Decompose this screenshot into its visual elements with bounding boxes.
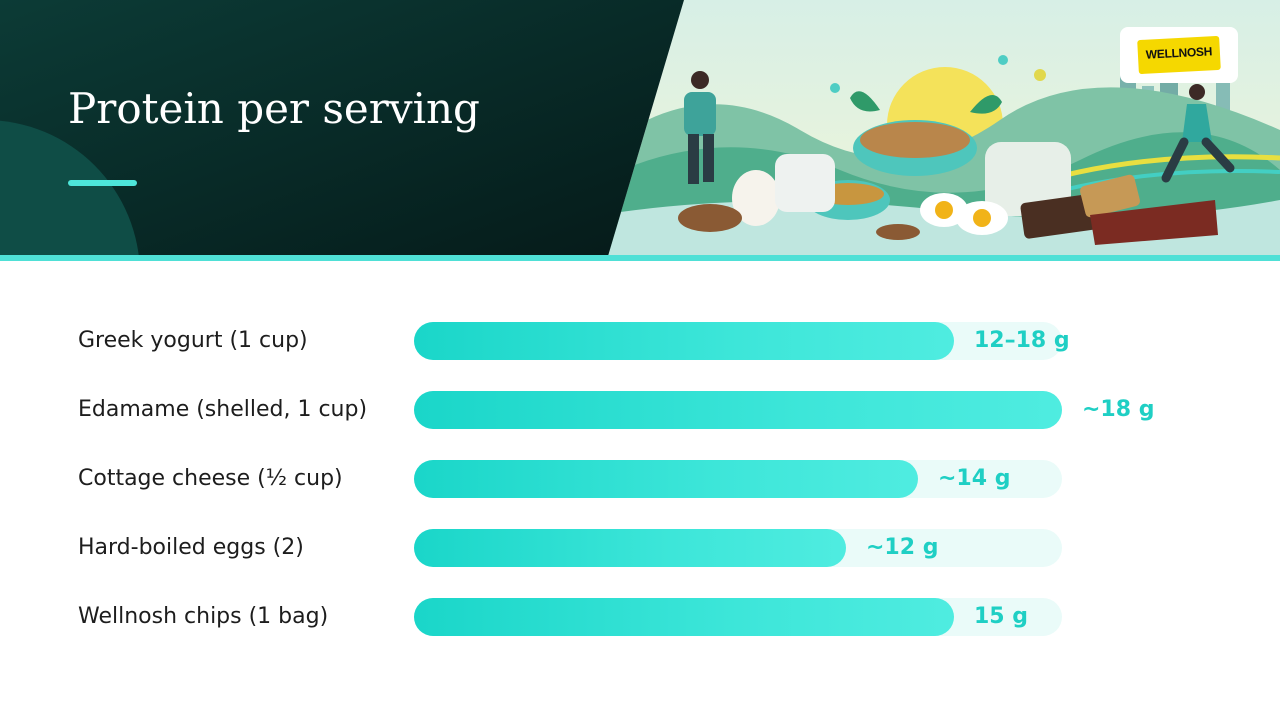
decorative-circle xyxy=(0,120,140,256)
chart-row: Greek yogurt (1 cup) 12–18 g xyxy=(0,321,1280,361)
bar xyxy=(414,598,954,636)
value-label: ~18 g xyxy=(1082,397,1155,422)
category-label: Hard-boiled eggs (2) xyxy=(78,535,304,560)
title-accent-bar xyxy=(68,180,137,186)
chart-row: Hard-boiled eggs (2) ~12 g xyxy=(0,528,1280,568)
chart-row: Edamame (shelled, 1 cup) ~18 g xyxy=(0,390,1280,430)
bar xyxy=(414,529,846,567)
header-dark-panel: Protein per serving xyxy=(0,0,684,256)
bar xyxy=(414,322,954,360)
value-label: 12–18 g xyxy=(974,328,1070,353)
brand-logo: WELLNOSH xyxy=(1120,27,1238,83)
value-label: ~14 g xyxy=(938,466,1011,491)
value-label: ~12 g xyxy=(866,535,939,560)
category-label: Wellnosh chips (1 bag) xyxy=(78,604,329,629)
chart-row: Wellnosh chips (1 bag) 15 g xyxy=(0,597,1280,637)
chart-row: Cottage cheese (½ cup) ~14 g xyxy=(0,459,1280,499)
bar xyxy=(414,391,1062,429)
value-label: 15 g xyxy=(974,604,1029,629)
page-title: Protein per serving xyxy=(68,84,480,133)
logo-text: WELLNOSH xyxy=(1145,44,1213,62)
category-label: Cottage cheese (½ cup) xyxy=(78,466,343,491)
bar xyxy=(414,460,918,498)
header-divider xyxy=(0,255,1280,261)
category-label: Greek yogurt (1 cup) xyxy=(78,328,308,353)
category-label: Edamame (shelled, 1 cup) xyxy=(78,397,368,422)
header-banner: Protein per serving WELLNOSH xyxy=(0,0,1280,256)
logo-badge: WELLNOSH xyxy=(1137,35,1221,75)
protein-bar-chart: Greek yogurt (1 cup) 12–18 g Edamame (shel… xyxy=(0,261,1280,720)
